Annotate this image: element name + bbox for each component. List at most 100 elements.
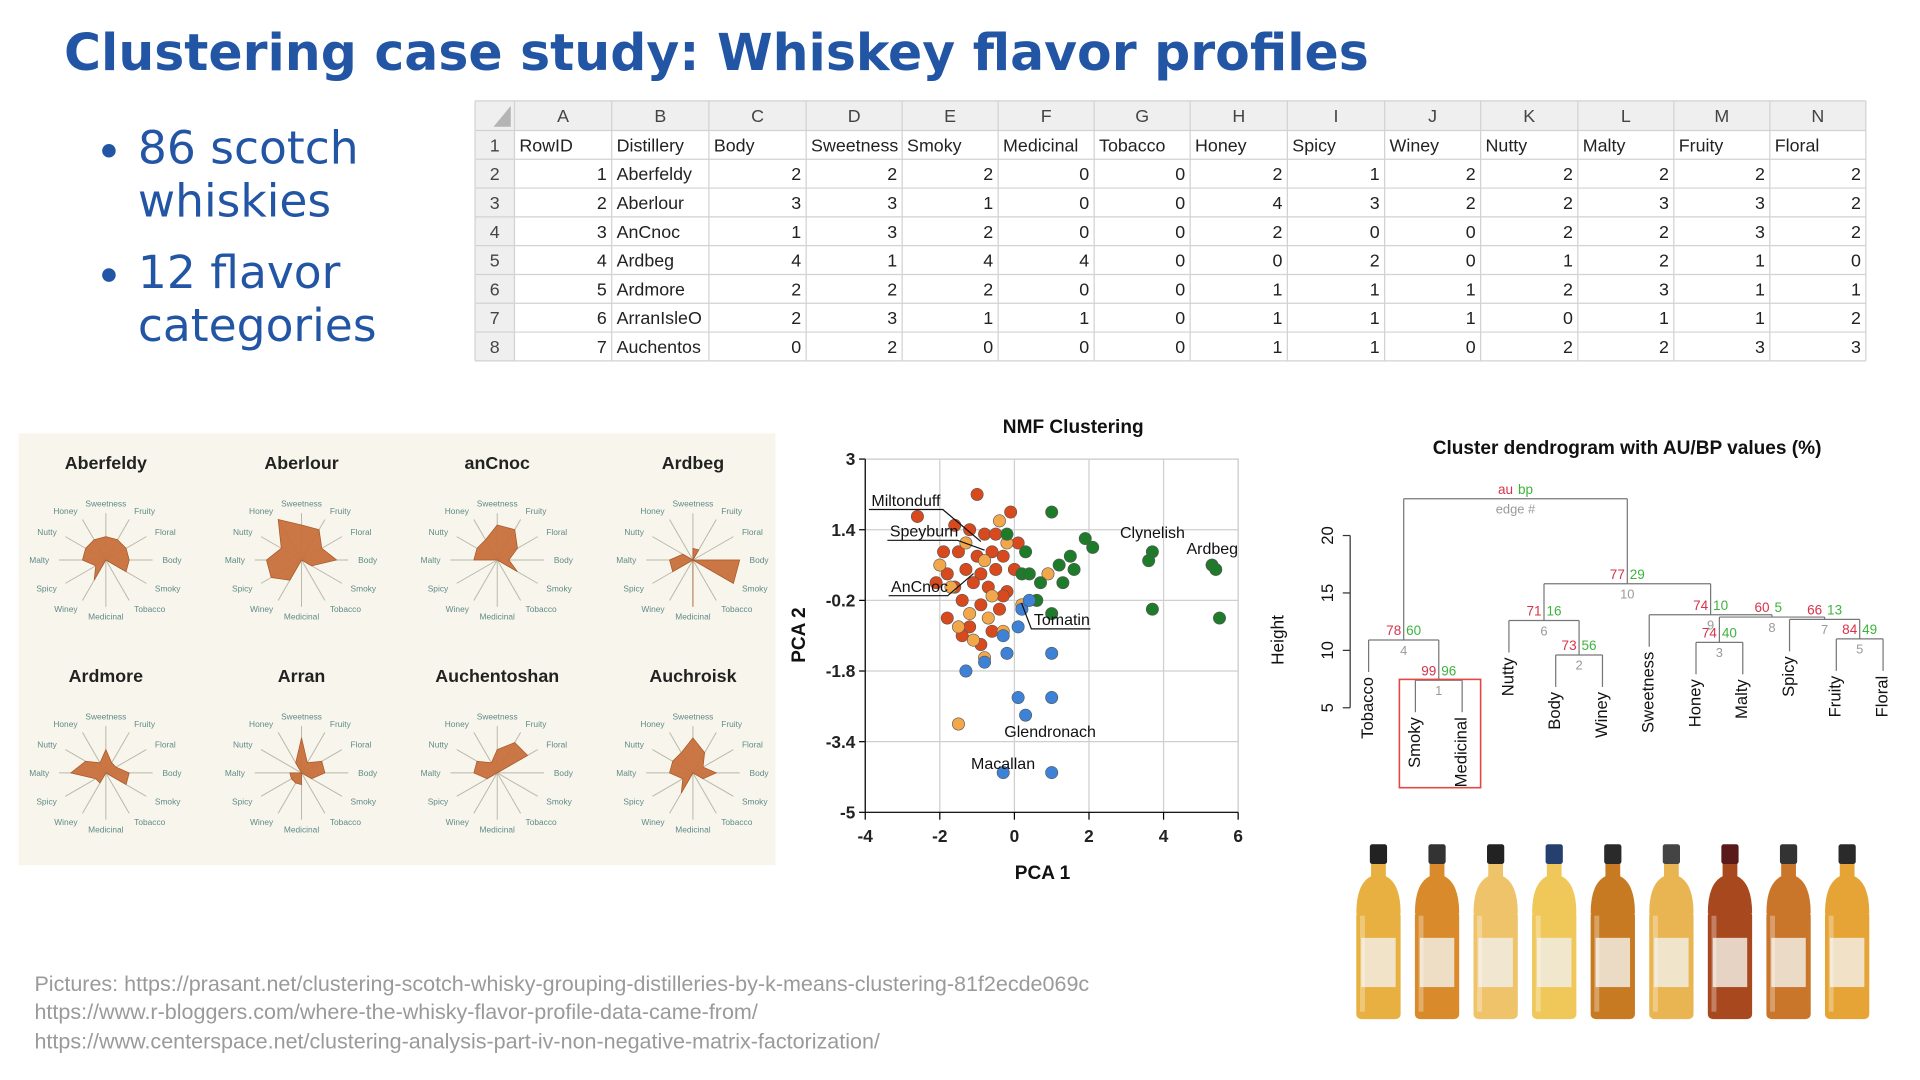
header-cell: Spicy (1292, 135, 1336, 155)
radar-title: anCnoc (465, 453, 530, 473)
leaf-label: Floral (1872, 676, 1891, 718)
cell: 0 (1273, 251, 1283, 271)
radar-axis-label: Tobacco (134, 817, 165, 827)
bottle-shoulder (1590, 876, 1635, 914)
point (952, 545, 965, 559)
radar-axis-label: Nutty (37, 740, 57, 750)
x-axis-label: PCA 1 (1015, 863, 1071, 884)
radar-axis-label: Floral (351, 527, 372, 537)
cell: 3 (1755, 337, 1765, 357)
au-value: 73 (1562, 638, 1577, 653)
cell: 1 (1273, 337, 1283, 357)
radar-axis-label: Honey (445, 719, 470, 729)
source-line: Pictures: https://prasant.net/clustering… (34, 972, 1089, 996)
point (1052, 558, 1066, 572)
leaf-label: Honey (1685, 679, 1704, 728)
row-number: 7 (490, 308, 500, 328)
bottle-neck (1371, 861, 1386, 879)
point (1067, 563, 1081, 576)
cell: 2 (791, 308, 801, 328)
radar-title: Aberfeldy (65, 453, 147, 473)
point-label: AnCnoc (891, 579, 948, 596)
column-letter: B (654, 106, 666, 126)
header-cell: Medicinal (1003, 135, 1078, 155)
bottle-cap (1487, 844, 1505, 864)
bottle-shoulder (1766, 876, 1811, 914)
edge-number: 3 (1716, 645, 1723, 660)
au-value: 84 (1842, 622, 1858, 637)
cell: 0 (1466, 251, 1476, 271)
cell: 3 (597, 222, 607, 242)
cell: 1 (1755, 279, 1765, 299)
point (1041, 567, 1055, 581)
cell: 2 (1370, 251, 1380, 271)
point (996, 629, 1010, 643)
dendrogram: Cluster dendrogram with AU/BP values (%)… (1268, 438, 1892, 787)
radar-axis-label: Tobacco (330, 817, 361, 827)
radar-axis-label: Smoky (155, 583, 181, 593)
radar-axis-label: Medicinal (675, 825, 710, 835)
cell: 2 (1466, 164, 1476, 184)
leader-line (868, 508, 982, 543)
radar-spoke (669, 519, 694, 561)
cell: 4 (791, 251, 801, 271)
cell: 2 (1659, 337, 1669, 357)
radar-axis-label: Nutty (624, 527, 644, 537)
radar-axis-label: Floral (742, 740, 763, 750)
point (974, 598, 988, 612)
cell: 1 (1851, 279, 1861, 299)
bp-value: 16 (1546, 604, 1561, 619)
radar-axis-label: Smoky (742, 583, 768, 593)
cell: 0 (1175, 164, 1185, 184)
cell: 7 (597, 337, 607, 357)
cell: 3 (887, 193, 897, 213)
point (1022, 567, 1036, 581)
au-value: 74 (1702, 625, 1718, 640)
cell: Auchentos (617, 337, 701, 357)
radar-spoke (105, 772, 130, 814)
point (1045, 646, 1059, 660)
cell: 4 (1273, 193, 1283, 213)
radar-spoke (692, 536, 734, 561)
cell: 0 (1079, 164, 1089, 184)
radar-axis-label: Fruity (134, 506, 156, 516)
point (1045, 691, 1059, 704)
cell: 0 (1079, 279, 1089, 299)
cell: 1 (1755, 251, 1765, 271)
cell: 1 (983, 308, 993, 328)
radar-shape (82, 536, 130, 581)
bp-value: 96 (1441, 663, 1456, 678)
leaf-label: Smoky (1405, 716, 1424, 767)
radar-axis-label: Medicinal (88, 612, 123, 622)
cell: 0 (1175, 308, 1185, 328)
cell: 3 (887, 222, 897, 242)
cell: 3 (887, 308, 897, 328)
cell: 0 (1079, 337, 1089, 357)
point (959, 664, 973, 678)
point (1022, 593, 1036, 607)
radar-axis-label: Smoky (546, 583, 572, 593)
radar-axis-label: Spicy (232, 583, 253, 593)
au-value: 99 (1421, 663, 1436, 678)
bottle-neck (1664, 861, 1679, 879)
cell: 2 (1755, 164, 1765, 184)
edge-number: 6 (1540, 623, 1547, 638)
radar-shape (473, 524, 518, 573)
point (1045, 505, 1059, 519)
radar-axis-label: Medicinal (675, 612, 710, 622)
column-letter: J (1428, 106, 1437, 126)
radar-axis-label: Honey (249, 506, 274, 516)
point (963, 607, 977, 621)
radar-axis-label: Nutty (429, 527, 449, 537)
radar-axis-label: Body (162, 555, 182, 565)
radar-axis-label: Floral (351, 740, 372, 750)
radar-shape (669, 737, 718, 794)
radar-axis-label: Winey (446, 817, 470, 827)
cell: 0 (1175, 337, 1185, 357)
bottle-shine (1477, 915, 1483, 1012)
radar-axis-label: Winey (250, 817, 274, 827)
cell: 2 (983, 279, 993, 299)
bottle-shoulder (1356, 876, 1401, 914)
cell: 0 (1079, 222, 1089, 242)
bottle-shoulder (1414, 876, 1460, 914)
